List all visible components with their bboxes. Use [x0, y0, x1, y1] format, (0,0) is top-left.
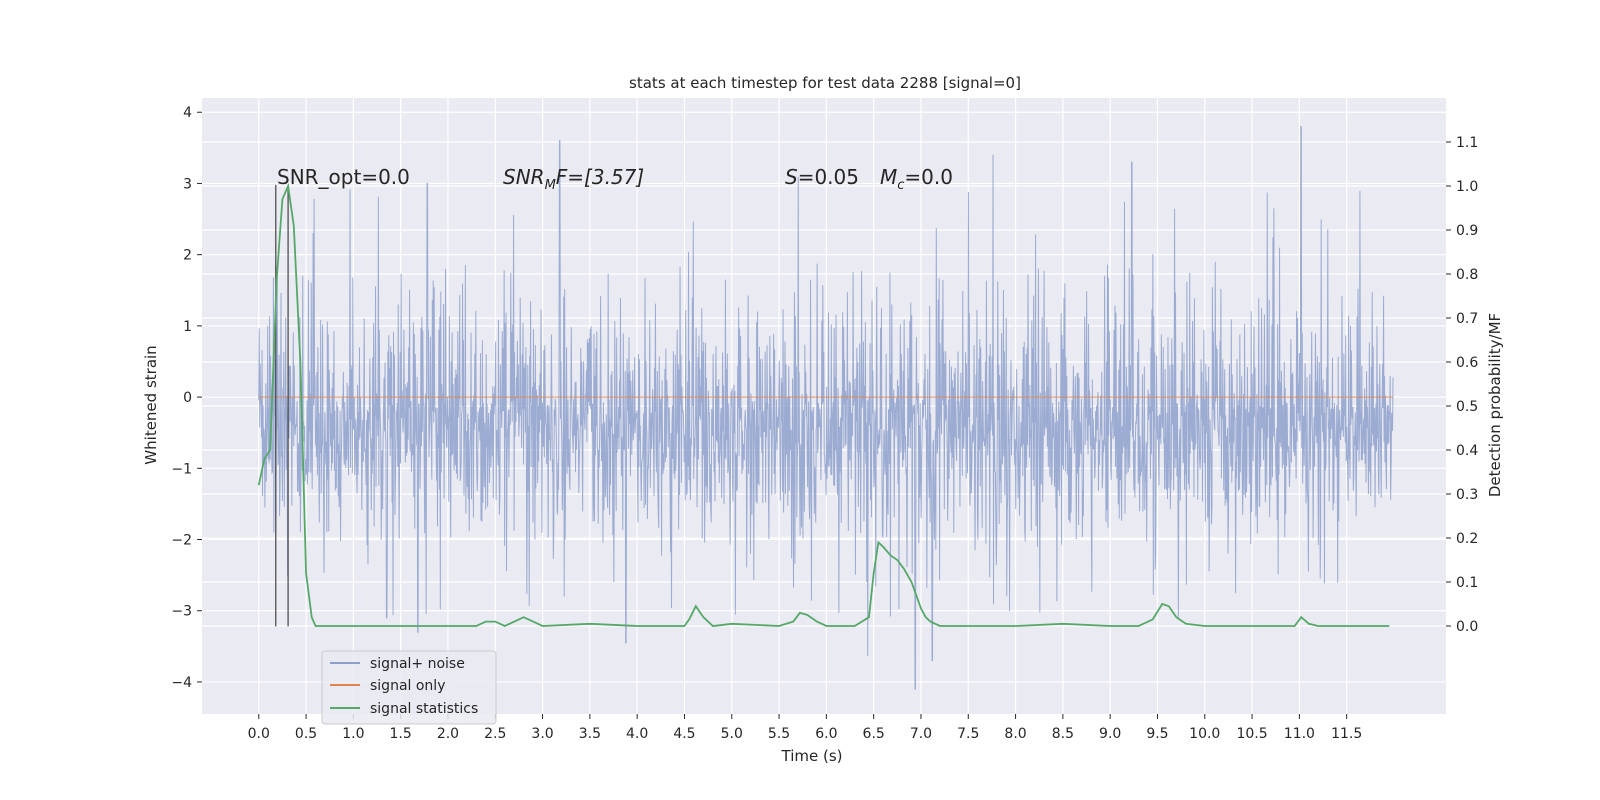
- x-tick-label: 4.0: [626, 726, 648, 742]
- x-tick-label: 7.0: [910, 726, 932, 742]
- x-tick-label: 1.5: [390, 726, 412, 742]
- right-y-tick-label: 0.9: [1456, 223, 1478, 239]
- right-y-tick-label: 0.3: [1456, 487, 1478, 503]
- y-tick-label: −2: [171, 533, 192, 549]
- x-tick-label: 4.5: [673, 726, 695, 742]
- x-tick-label: 5.5: [768, 726, 790, 742]
- snr-mf-symbol: SNR: [503, 165, 545, 189]
- y-tick-label: −4: [171, 675, 192, 691]
- marker-lines: [275, 184, 289, 627]
- signal-plus-noise-line: [258, 125, 1394, 690]
- mc-subscript: c: [897, 178, 904, 193]
- chart-title: stats at each timestep for test data 228…: [629, 74, 1021, 92]
- snr-mf-subscript: M: [545, 178, 556, 193]
- legend-box: [321, 650, 497, 725]
- x-tick-label: 6.0: [815, 726, 837, 742]
- x-tick-label: 6.5: [863, 726, 885, 742]
- x-tick-label: 2.0: [437, 726, 459, 742]
- right-y-tick-label: 0.7: [1456, 311, 1478, 327]
- legend-label-signal-noise: signal+ noise: [370, 656, 465, 672]
- s-symbol: S: [785, 165, 798, 189]
- right-y-tick-label: 1.1: [1456, 135, 1478, 151]
- y-tick-label: −1: [171, 461, 192, 477]
- mc-annotation: Mc=0.0: [880, 165, 953, 193]
- y-tick-label: −3: [171, 604, 192, 620]
- snr-mf-value: F=[3.57]: [556, 165, 644, 189]
- signal-statistics-series: [257, 182, 1390, 627]
- right-y-tick-label: 0.2: [1456, 531, 1478, 547]
- x-tick-label: 0.5: [295, 726, 317, 742]
- y-tick-label: 2: [183, 248, 192, 264]
- legend-label-signal-statistics: signal statistics: [370, 701, 478, 717]
- x-axis-ticks: 0.0 0.5 1.0 1.5 2.0 2.5 3.0 3.5 4.0 4.5 5.0 5.5 6.0 6…: [248, 714, 1362, 742]
- snr-mf-annotation: SNRMF=[3.57]: [503, 165, 644, 193]
- right-y-axis-label: Detection probability/MF: [1486, 313, 1504, 497]
- signal-plus-noise-series: [258, 125, 1394, 690]
- mc-symbol: M: [880, 165, 897, 189]
- right-y-tick-label: 0.8: [1456, 267, 1478, 283]
- x-axis-label: Time (s): [781, 747, 843, 765]
- x-tick-label: 11.5: [1331, 726, 1362, 742]
- legend: signal+ noise signal only signal statist…: [321, 650, 497, 725]
- snr-opt-annotation: SNR_opt=0.0: [277, 165, 410, 189]
- x-tick-label: 10.5: [1236, 726, 1267, 742]
- y-tick-label: 0: [183, 390, 192, 406]
- x-tick-label: 0.0: [248, 726, 270, 742]
- x-tick-label: 11.0: [1284, 726, 1315, 742]
- y-tick-label: 3: [183, 176, 192, 192]
- y-tick-label: 1: [183, 319, 192, 335]
- mc-value: =0.0: [904, 165, 953, 189]
- right-y-tick-label: 0.4: [1456, 443, 1478, 459]
- x-tick-label: 3.0: [531, 726, 553, 742]
- legend-label-signal-only: signal only: [370, 678, 445, 694]
- y-tick-label: 4: [183, 105, 192, 121]
- x-tick-label: 8.5: [1052, 726, 1074, 742]
- x-tick-label: 2.5: [484, 726, 506, 742]
- y-axis-label: Whitened strain: [142, 345, 160, 464]
- right-y-tick-label: 0.5: [1456, 399, 1478, 415]
- x-tick-label: 1.0: [342, 726, 364, 742]
- s-value: =0.05: [798, 165, 859, 189]
- right-y-tick-label: 0.0: [1456, 619, 1478, 635]
- x-tick-label: 9.5: [1146, 726, 1168, 742]
- x-tick-label: 5.0: [721, 726, 743, 742]
- x-tick-label: 10.0: [1189, 726, 1220, 742]
- signal-statistics-line: [257, 182, 1390, 627]
- x-tick-label: 3.5: [579, 726, 601, 742]
- s-annotation: S=0.05: [785, 165, 859, 189]
- right-y-tick-label: 0.6: [1456, 355, 1478, 371]
- y-axis-ticks: −4 −3 −2 −1 0 1 2 3 4: [171, 105, 202, 691]
- x-tick-label: 9.0: [1099, 726, 1121, 742]
- right-y-tick-label: 0.1: [1456, 575, 1478, 591]
- x-tick-label: 8.0: [1004, 726, 1026, 742]
- right-y-tick-label: 1.0: [1456, 179, 1478, 195]
- x-tick-label: 7.5: [957, 726, 979, 742]
- right-y-axis-ticks: 0.0 0.1 0.2 0.3 0.4 0.5 0.6 0.7 0.8 0.9 1.0 1.1: [1446, 135, 1478, 635]
